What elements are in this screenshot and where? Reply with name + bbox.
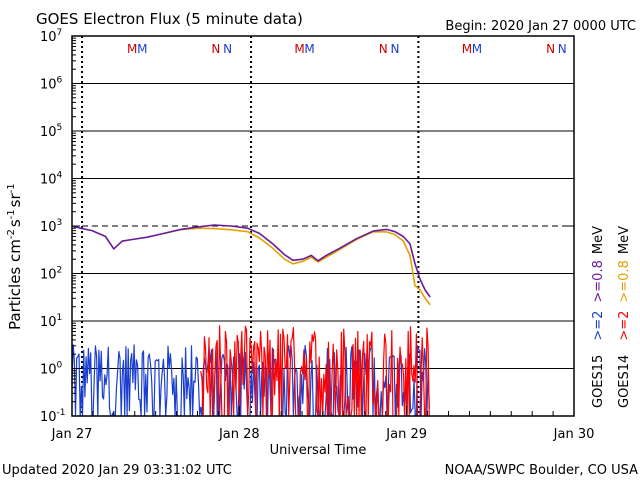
marker-m: M: [304, 42, 314, 56]
chart-title: GOES Electron Flux (5 minute data): [36, 10, 303, 28]
marker-n: N: [211, 42, 220, 56]
updated-timestamp: Updated 2020 Jan 29 03:31:02 UTC: [2, 463, 232, 478]
y-tick-label: 101: [40, 313, 62, 330]
marker-n: N: [379, 42, 388, 56]
marker-n: N: [546, 42, 555, 56]
y-tick-label: 10-1: [40, 408, 66, 425]
credit-label: NOAA/SWPC Boulder, CO USA: [445, 463, 638, 478]
gridlines: [72, 36, 574, 416]
y-tick-label: 105: [40, 123, 62, 140]
series-goes14-2-mev: [200, 325, 430, 417]
marker-m: M: [137, 42, 147, 56]
y-tick-label: 100: [40, 361, 63, 378]
marker-n: N: [558, 42, 567, 56]
legend-goes14: GOES14>=2>=0.8MeV: [617, 226, 632, 408]
marker-n: N: [223, 42, 232, 56]
x-axis-ticks: Jan 27 Jan 28 Jan 29 Jan 30: [51, 406, 595, 442]
marker-n: N: [390, 42, 399, 56]
marker-m: M: [127, 42, 137, 56]
y-tick-label: 104: [40, 171, 63, 188]
x-tick-label: Jan 28: [218, 427, 260, 442]
y-axis-label: Particles cm-2s-1sr-1: [6, 183, 24, 330]
legend-goes15: GOES15>=2>=0.8MeV: [591, 226, 606, 408]
y-axis-ticks: 107 106 105 104 103 102 101 100 10-1: [40, 28, 574, 425]
marker-m: M: [462, 42, 472, 56]
x-tick-label: Jan 30: [553, 427, 595, 442]
marker-m: M: [472, 42, 482, 56]
y-tick-label: 103: [40, 218, 62, 235]
x-tick-label: Jan 27: [51, 427, 93, 442]
x-axis-label: Universal Time: [270, 443, 367, 458]
y-tick-label: 107: [40, 28, 62, 45]
y-tick-label: 106: [40, 76, 63, 93]
x-tick-label: Jan 29: [385, 427, 427, 442]
series-goes15-0-8-mev: [71, 224, 431, 298]
begin-time-label: Begin: 2020 Jan 27 0000 UTC: [445, 19, 636, 34]
marker-m: M: [294, 42, 304, 56]
data-series: [71, 224, 431, 417]
series-goes14-0-8-mev: [163, 227, 431, 306]
y-tick-label: 102: [40, 266, 62, 283]
